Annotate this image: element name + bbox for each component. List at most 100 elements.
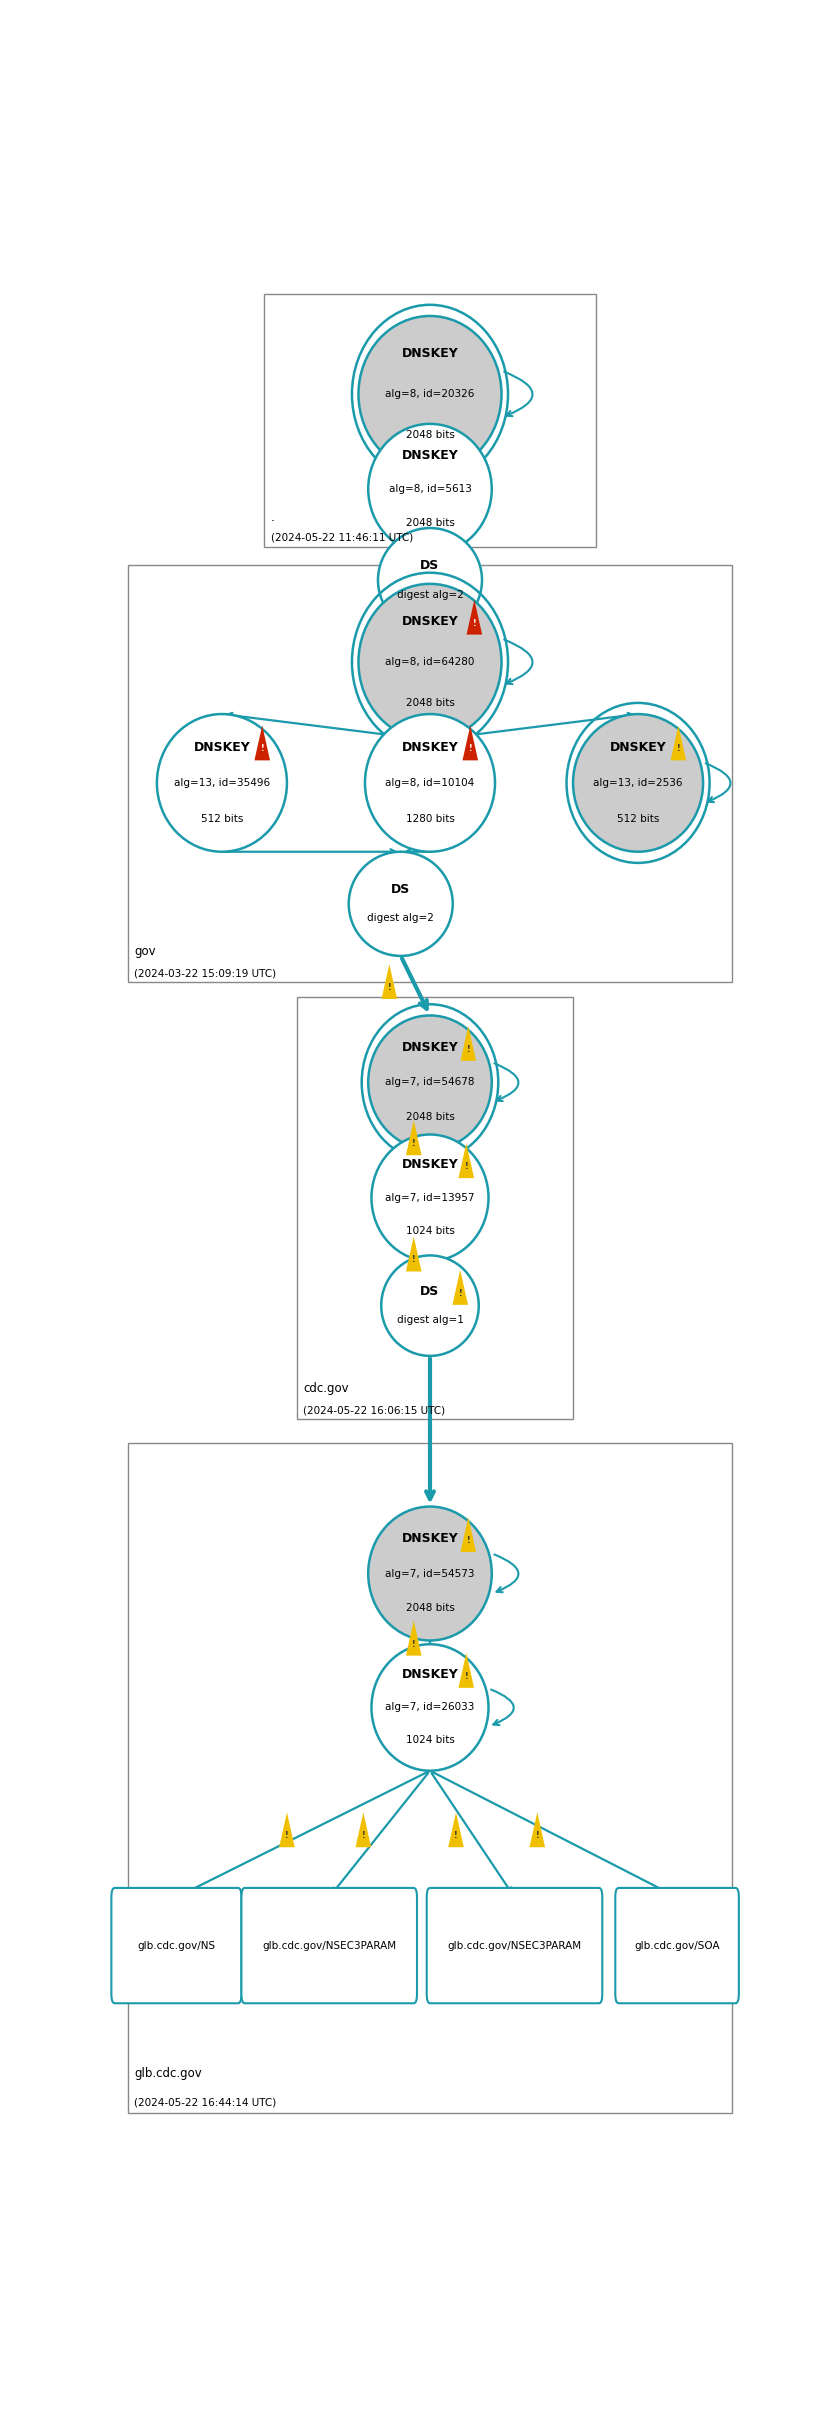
Text: digest alg=2: digest alg=2 bbox=[397, 590, 463, 599]
Text: 512 bits: 512 bits bbox=[201, 814, 243, 824]
Text: !: ! bbox=[412, 1256, 415, 1264]
FancyBboxPatch shape bbox=[615, 1887, 739, 2003]
FancyBboxPatch shape bbox=[427, 1887, 602, 2003]
Text: (2024-03-22 15:09:19 UTC): (2024-03-22 15:09:19 UTC) bbox=[134, 969, 276, 978]
Text: 1280 bits: 1280 bits bbox=[405, 814, 455, 824]
Text: 1024 bits: 1024 bits bbox=[405, 1225, 455, 1235]
FancyBboxPatch shape bbox=[128, 1442, 732, 2114]
Polygon shape bbox=[406, 1621, 421, 1655]
Text: 2048 bits: 2048 bits bbox=[405, 430, 455, 440]
Text: 1024 bits: 1024 bits bbox=[405, 1735, 455, 1744]
Text: alg=8, id=10104: alg=8, id=10104 bbox=[385, 778, 475, 788]
Text: 2048 bits: 2048 bits bbox=[405, 517, 455, 527]
Ellipse shape bbox=[368, 1508, 492, 1640]
Ellipse shape bbox=[358, 316, 502, 471]
Text: !: ! bbox=[472, 618, 477, 628]
FancyBboxPatch shape bbox=[112, 1887, 242, 2003]
Text: !: ! bbox=[466, 1537, 470, 1544]
Text: 512 bits: 512 bits bbox=[617, 814, 659, 824]
Ellipse shape bbox=[157, 715, 287, 853]
Ellipse shape bbox=[368, 1015, 492, 1150]
Text: !: ! bbox=[676, 744, 680, 754]
Text: DNSKEY: DNSKEY bbox=[402, 742, 458, 754]
Text: alg=7, id=54573: alg=7, id=54573 bbox=[385, 1568, 475, 1578]
Text: 2048 bits: 2048 bits bbox=[405, 1604, 455, 1614]
Text: glb.cdc.gov/NSEC3PARAM: glb.cdc.gov/NSEC3PARAM bbox=[447, 1940, 581, 1950]
Polygon shape bbox=[466, 599, 482, 635]
Text: !: ! bbox=[465, 1162, 468, 1172]
Text: !: ! bbox=[260, 744, 264, 754]
Text: glb.cdc.gov/NS: glb.cdc.gov/NS bbox=[138, 1940, 216, 1950]
Polygon shape bbox=[406, 1121, 421, 1155]
Text: alg=13, id=2536: alg=13, id=2536 bbox=[593, 778, 683, 788]
Text: digest alg=2: digest alg=2 bbox=[367, 913, 434, 923]
Text: DNSKEY: DNSKEY bbox=[402, 1157, 458, 1172]
Polygon shape bbox=[458, 1143, 474, 1179]
Text: DS: DS bbox=[420, 1285, 440, 1297]
Text: alg=7, id=54678: alg=7, id=54678 bbox=[385, 1078, 475, 1087]
Polygon shape bbox=[356, 1812, 371, 1848]
Ellipse shape bbox=[372, 1645, 488, 1771]
Polygon shape bbox=[254, 725, 270, 761]
Text: alg=8, id=64280: alg=8, id=64280 bbox=[385, 657, 475, 667]
Text: gov: gov bbox=[134, 945, 156, 957]
Text: cdc.gov: cdc.gov bbox=[303, 1382, 349, 1394]
Text: 2048 bits: 2048 bits bbox=[405, 698, 455, 708]
Text: !: ! bbox=[285, 1831, 289, 1841]
Ellipse shape bbox=[372, 1136, 488, 1261]
Text: DS: DS bbox=[391, 882, 410, 896]
Ellipse shape bbox=[358, 585, 502, 739]
FancyBboxPatch shape bbox=[297, 998, 573, 1418]
Text: .: . bbox=[271, 512, 274, 524]
Text: 2048 bits: 2048 bits bbox=[405, 1111, 455, 1123]
Text: (2024-05-22 16:06:15 UTC): (2024-05-22 16:06:15 UTC) bbox=[303, 1406, 446, 1416]
Text: !: ! bbox=[388, 983, 391, 993]
Text: glb.cdc.gov: glb.cdc.gov bbox=[134, 2066, 202, 2080]
Text: !: ! bbox=[465, 1672, 468, 1682]
Ellipse shape bbox=[365, 715, 495, 853]
Text: alg=8, id=20326: alg=8, id=20326 bbox=[385, 389, 475, 399]
Polygon shape bbox=[670, 725, 686, 761]
FancyBboxPatch shape bbox=[264, 295, 596, 546]
Text: glb.cdc.gov/NSEC3PARAM: glb.cdc.gov/NSEC3PARAM bbox=[262, 1940, 396, 1950]
Text: !: ! bbox=[468, 744, 472, 754]
Ellipse shape bbox=[378, 529, 482, 633]
Ellipse shape bbox=[381, 1256, 479, 1355]
Text: !: ! bbox=[412, 1140, 415, 1148]
Text: DNSKEY: DNSKEY bbox=[402, 449, 458, 461]
Polygon shape bbox=[382, 964, 397, 998]
Polygon shape bbox=[461, 1517, 476, 1551]
Text: !: ! bbox=[454, 1831, 458, 1841]
FancyBboxPatch shape bbox=[128, 565, 732, 981]
Text: DNSKEY: DNSKEY bbox=[194, 742, 250, 754]
Text: !: ! bbox=[412, 1640, 415, 1648]
Text: glb.cdc.gov/SOA: glb.cdc.gov/SOA bbox=[634, 1940, 720, 1950]
Text: DNSKEY: DNSKEY bbox=[402, 1667, 458, 1682]
Text: (2024-05-22 16:44:14 UTC): (2024-05-22 16:44:14 UTC) bbox=[134, 2097, 276, 2107]
Text: DNSKEY: DNSKEY bbox=[402, 614, 458, 628]
Ellipse shape bbox=[573, 715, 703, 853]
Text: !: ! bbox=[362, 1831, 365, 1841]
Polygon shape bbox=[448, 1812, 464, 1848]
Polygon shape bbox=[452, 1271, 468, 1305]
Polygon shape bbox=[529, 1812, 545, 1848]
Polygon shape bbox=[461, 1027, 476, 1061]
Polygon shape bbox=[279, 1812, 294, 1848]
Text: !: ! bbox=[535, 1831, 539, 1841]
Polygon shape bbox=[406, 1237, 421, 1271]
Text: DNSKEY: DNSKEY bbox=[610, 742, 666, 754]
Polygon shape bbox=[462, 725, 478, 761]
Text: DNSKEY: DNSKEY bbox=[402, 1532, 458, 1546]
Text: alg=7, id=13957: alg=7, id=13957 bbox=[385, 1194, 475, 1203]
Text: alg=13, id=35496: alg=13, id=35496 bbox=[174, 778, 270, 788]
Text: DNSKEY: DNSKEY bbox=[402, 348, 458, 360]
Text: alg=7, id=26033: alg=7, id=26033 bbox=[385, 1703, 475, 1713]
Text: (2024-05-22 11:46:11 UTC): (2024-05-22 11:46:11 UTC) bbox=[271, 534, 413, 544]
FancyBboxPatch shape bbox=[242, 1887, 417, 2003]
Text: digest alg=1: digest alg=1 bbox=[397, 1314, 463, 1324]
Text: DNSKEY: DNSKEY bbox=[402, 1041, 458, 1053]
Text: !: ! bbox=[466, 1044, 470, 1053]
Text: !: ! bbox=[458, 1288, 462, 1297]
Ellipse shape bbox=[368, 423, 492, 553]
Text: DS: DS bbox=[420, 558, 440, 573]
